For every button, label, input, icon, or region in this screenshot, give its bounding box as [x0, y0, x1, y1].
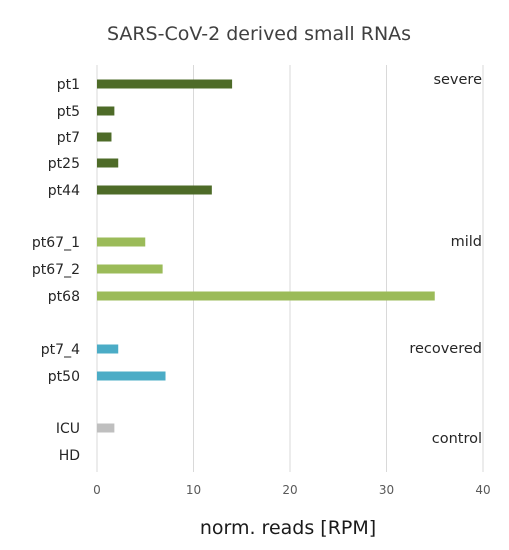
x-tick-labels: 0 10 20 30 40 — [93, 483, 490, 497]
group-label-severe: severe — [433, 72, 482, 88]
category-label: pt67_1 — [32, 235, 80, 251]
x-tick-label: 40 — [475, 483, 490, 497]
bar-pt5 — [97, 106, 115, 116]
category-label: pt68 — [48, 289, 80, 305]
category-label: HD — [59, 448, 80, 464]
x-axis-title: norm. reads [RPM] — [200, 517, 376, 539]
group-label-control: control — [432, 431, 482, 447]
category-label: ICU — [56, 421, 80, 437]
x-tick-label: 0 — [93, 483, 101, 497]
category-label: pt67_2 — [32, 262, 80, 278]
bar-pt67_1 — [97, 237, 146, 247]
bar-pt44 — [97, 185, 212, 195]
category-label: pt7 — [57, 130, 80, 146]
category-label: pt44 — [48, 183, 80, 199]
bar-pt68 — [97, 291, 435, 301]
bar-ICU — [97, 423, 115, 433]
bar-pt7_4 — [97, 344, 119, 354]
bars — [97, 79, 435, 433]
group-labels: severe mild recovered control — [409, 72, 482, 447]
bar-pt1 — [97, 79, 233, 89]
category-labels: pt1 pt5 pt7 pt25 pt44 pt67_1 pt67_2 pt68 pt7_4pt… — [32, 77, 80, 464]
x-tick-label: 10 — [186, 483, 201, 497]
group-label-mild: mild — [451, 234, 482, 250]
gridlines — [96, 65, 484, 472]
group-label-recovered: recovered — [409, 341, 482, 357]
bar-pt7 — [97, 132, 112, 142]
category-label: pt50 — [48, 369, 80, 385]
category-label: pt25 — [48, 156, 80, 172]
category-label: pt1 — [57, 77, 80, 93]
x-tick-label: 20 — [282, 483, 297, 497]
category-label: pt7_4 — [41, 342, 80, 358]
category-label: pt5 — [57, 104, 80, 120]
x-tick-label: 30 — [379, 483, 394, 497]
bar-pt67_2 — [97, 264, 163, 274]
bar-pt25 — [97, 158, 119, 168]
chart-title: SARS-CoV-2 derived small RNAs — [107, 23, 411, 45]
bar-pt50 — [97, 371, 166, 381]
